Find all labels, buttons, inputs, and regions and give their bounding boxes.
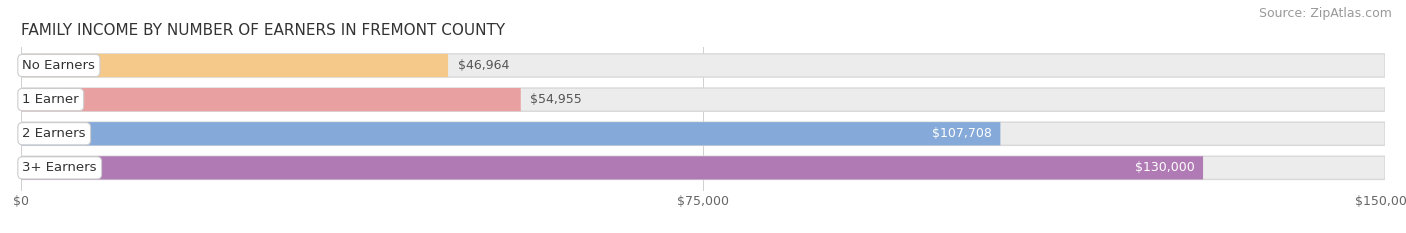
FancyBboxPatch shape xyxy=(21,54,449,77)
Text: $130,000: $130,000 xyxy=(1135,161,1195,174)
Text: $54,955: $54,955 xyxy=(530,93,582,106)
Text: Source: ZipAtlas.com: Source: ZipAtlas.com xyxy=(1258,7,1392,20)
Text: $107,708: $107,708 xyxy=(932,127,993,140)
FancyBboxPatch shape xyxy=(21,54,1385,77)
Text: 2 Earners: 2 Earners xyxy=(22,127,86,140)
FancyBboxPatch shape xyxy=(21,122,1001,145)
FancyBboxPatch shape xyxy=(21,156,1385,179)
Text: 3+ Earners: 3+ Earners xyxy=(22,161,97,174)
FancyBboxPatch shape xyxy=(21,156,1204,179)
Text: 1 Earner: 1 Earner xyxy=(22,93,79,106)
FancyBboxPatch shape xyxy=(21,122,1385,145)
Text: No Earners: No Earners xyxy=(22,59,96,72)
FancyBboxPatch shape xyxy=(21,88,520,111)
Text: $46,964: $46,964 xyxy=(457,59,509,72)
FancyBboxPatch shape xyxy=(21,88,1385,111)
Text: FAMILY INCOME BY NUMBER OF EARNERS IN FREMONT COUNTY: FAMILY INCOME BY NUMBER OF EARNERS IN FR… xyxy=(21,24,505,38)
